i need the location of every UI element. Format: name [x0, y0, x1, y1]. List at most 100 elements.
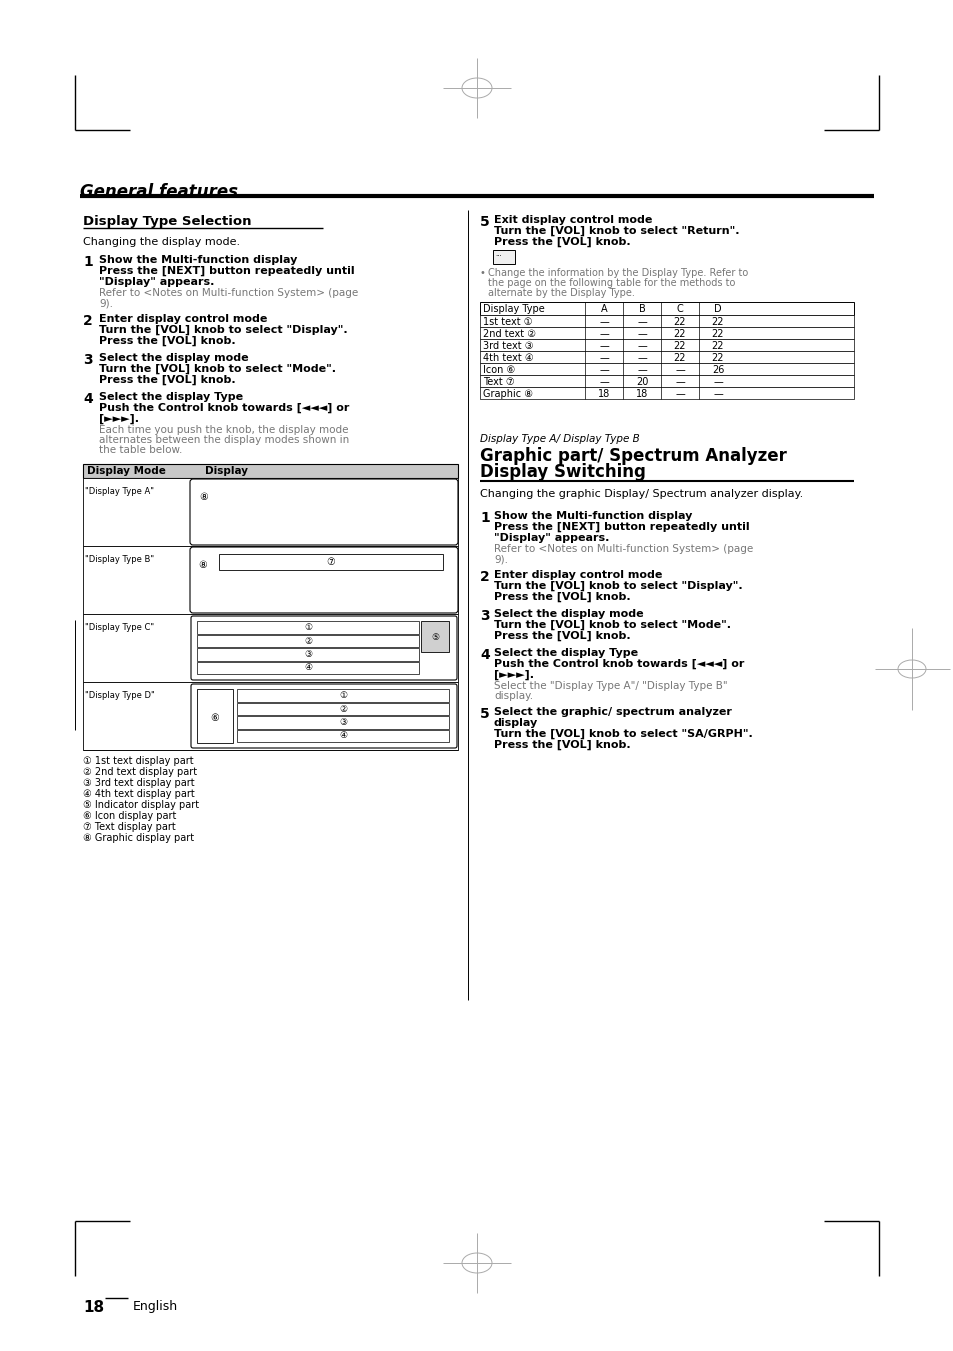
Bar — [83, 463, 457, 478]
Text: —: — — [713, 389, 722, 399]
Text: ...: ... — [495, 251, 501, 257]
Text: —: — — [713, 377, 722, 386]
Bar — [493, 250, 515, 263]
Text: Text ⑦: Text ⑦ — [482, 377, 514, 386]
Text: Enter display control mode: Enter display control mode — [99, 313, 267, 324]
Text: 2nd text ②: 2nd text ② — [482, 330, 536, 339]
Text: alternates between the display modes shown in: alternates between the display modes sho… — [99, 435, 349, 444]
Text: 26: 26 — [711, 365, 723, 376]
Text: —: — — [598, 330, 608, 339]
Text: 20: 20 — [635, 377, 647, 386]
Text: Icon ⑥: Icon ⑥ — [482, 365, 515, 376]
Text: 1: 1 — [83, 255, 92, 269]
Text: ②: ② — [338, 704, 347, 713]
Text: 5: 5 — [479, 215, 489, 230]
Bar — [479, 327, 853, 339]
Bar — [83, 682, 457, 750]
Text: Change the information by the Display Type. Refer to: Change the information by the Display Ty… — [488, 267, 747, 278]
Bar — [196, 662, 418, 674]
Bar — [196, 689, 233, 743]
Text: 4th text ④: 4th text ④ — [482, 353, 533, 363]
Text: Press the [NEXT] button repeatedly until: Press the [NEXT] button repeatedly until — [99, 266, 355, 276]
Text: Turn the [VOL] knob to select "SA/GRPH".: Turn the [VOL] knob to select "SA/GRPH". — [494, 730, 752, 739]
Bar — [196, 648, 418, 661]
Text: —: — — [637, 330, 646, 339]
Text: Turn the [VOL] knob to select "Display".: Turn the [VOL] knob to select "Display". — [494, 581, 741, 592]
Text: Press the [VOL] knob.: Press the [VOL] knob. — [494, 740, 630, 750]
Text: "Display" appears.: "Display" appears. — [99, 277, 214, 286]
Text: C: C — [676, 304, 682, 313]
Text: ③: ③ — [338, 717, 347, 727]
Text: ①: ① — [304, 623, 312, 632]
Text: 1st text ①: 1st text ① — [482, 317, 532, 327]
Text: "Display Type D": "Display Type D" — [85, 690, 154, 700]
Bar — [479, 376, 853, 386]
Text: 22: 22 — [711, 330, 723, 339]
Text: D: D — [714, 304, 721, 313]
Text: display.: display. — [494, 690, 533, 701]
Text: Push the Control knob towards [◄◄◄] or: Push the Control knob towards [◄◄◄] or — [99, 403, 349, 413]
FancyBboxPatch shape — [191, 684, 456, 748]
Text: Refer to <Notes on Multi-function System> (page: Refer to <Notes on Multi-function System… — [99, 288, 358, 299]
Text: ② 2nd text display part: ② 2nd text display part — [83, 767, 197, 777]
Text: Select the graphic/ spectrum analyzer: Select the graphic/ spectrum analyzer — [494, 707, 731, 717]
Text: —: — — [675, 365, 684, 376]
Text: 3: 3 — [479, 609, 489, 623]
Text: —: — — [598, 340, 608, 351]
Bar — [236, 703, 449, 715]
Text: —: — — [637, 340, 646, 351]
Bar — [236, 730, 449, 742]
Text: Select the display Type: Select the display Type — [494, 648, 638, 658]
Text: 22: 22 — [673, 353, 685, 363]
Text: —: — — [598, 365, 608, 376]
Text: Press the [VOL] knob.: Press the [VOL] knob. — [494, 236, 630, 247]
Text: Display Type Selection: Display Type Selection — [83, 215, 252, 228]
Text: 3rd text ③: 3rd text ③ — [482, 340, 533, 351]
Text: A: A — [600, 304, 607, 313]
Text: —: — — [598, 377, 608, 386]
Text: Press the [VOL] knob.: Press the [VOL] knob. — [99, 336, 235, 346]
Text: Select the display mode: Select the display mode — [494, 609, 643, 619]
Text: display: display — [494, 717, 537, 728]
Text: 22: 22 — [673, 317, 685, 327]
Bar — [236, 716, 449, 728]
FancyBboxPatch shape — [191, 616, 456, 680]
Text: Select the display Type: Select the display Type — [99, 392, 243, 403]
Text: Enter display control mode: Enter display control mode — [494, 570, 661, 580]
Text: ⑧ Graphic display part: ⑧ Graphic display part — [83, 834, 193, 843]
Text: [►►►].: [►►►]. — [494, 670, 534, 681]
Text: ③ 3rd text display part: ③ 3rd text display part — [83, 778, 194, 788]
Text: alternate by the Display Type.: alternate by the Display Type. — [488, 288, 634, 299]
Text: Display Type: Display Type — [482, 304, 544, 313]
Text: —: — — [637, 317, 646, 327]
Text: 22: 22 — [711, 340, 723, 351]
Bar — [236, 689, 449, 701]
Text: General features: General features — [80, 182, 237, 201]
Text: —: — — [637, 365, 646, 376]
Text: 1: 1 — [479, 511, 489, 526]
Text: ②: ② — [304, 636, 312, 646]
Text: 22: 22 — [711, 317, 723, 327]
Text: 2: 2 — [83, 313, 92, 328]
Bar — [479, 315, 853, 327]
FancyBboxPatch shape — [190, 480, 457, 544]
Text: ④: ④ — [338, 731, 347, 740]
Text: Display Mode: Display Mode — [87, 466, 166, 476]
Text: ⑧: ⑧ — [198, 561, 207, 570]
Bar — [196, 621, 418, 634]
Text: 18: 18 — [83, 1300, 104, 1315]
Text: ⑦: ⑦ — [326, 557, 335, 567]
Text: 22: 22 — [673, 340, 685, 351]
Text: ④: ④ — [304, 663, 312, 673]
Text: B: B — [638, 304, 644, 313]
Text: Display Switching: Display Switching — [479, 463, 645, 481]
Text: "Display Type C": "Display Type C" — [85, 623, 154, 632]
Text: ⑦ Text display part: ⑦ Text display part — [83, 821, 175, 832]
Bar — [479, 363, 853, 376]
Text: 3: 3 — [83, 353, 92, 367]
Bar — [479, 386, 853, 399]
Text: 9).: 9). — [99, 299, 112, 308]
Text: English: English — [132, 1300, 178, 1313]
Text: Show the Multi-function display: Show the Multi-function display — [99, 255, 297, 265]
Text: ⑥ Icon display part: ⑥ Icon display part — [83, 811, 176, 821]
